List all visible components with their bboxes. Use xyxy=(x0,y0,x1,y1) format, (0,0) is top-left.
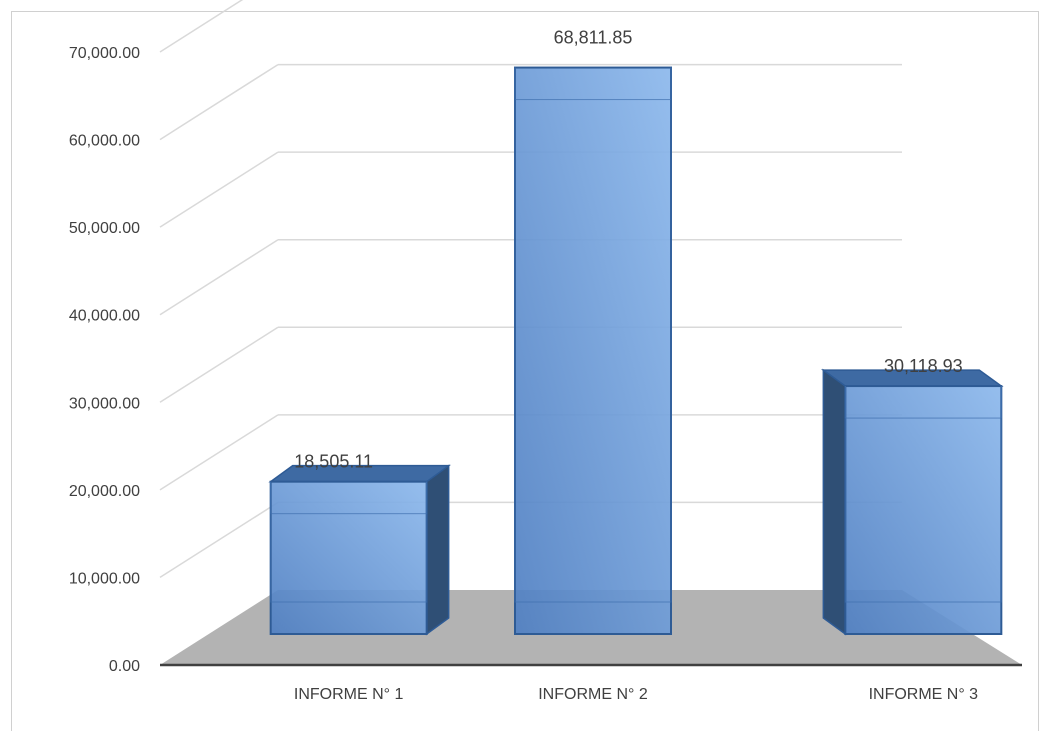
bar-inner-edge xyxy=(844,417,1002,603)
x-tick-label: INFORME N° 2 xyxy=(538,686,648,703)
data-label: 18,505.11 xyxy=(294,452,373,472)
bar-3 xyxy=(821,368,1004,636)
y-tick-label: 0.00 xyxy=(109,658,140,675)
bar-front-face xyxy=(514,66,672,636)
grid-line-side xyxy=(159,326,279,403)
bar-front-face xyxy=(844,385,1003,635)
grid-line-side xyxy=(159,239,279,316)
grid-line-side xyxy=(159,501,279,579)
x-tick-label: INFORME N° 3 xyxy=(869,686,979,703)
y-tick-label: 30,000.00 xyxy=(69,395,140,412)
y-tick-label: 10,000.00 xyxy=(69,570,140,587)
y-tick-label: 50,000.00 xyxy=(69,220,140,237)
y-tick-label: 20,000.00 xyxy=(69,483,140,500)
y-tick-label: 60,000.00 xyxy=(69,133,140,150)
bar-inner-edge xyxy=(514,99,672,603)
y-tick-label: 40,000.00 xyxy=(69,308,140,325)
grid-line-side xyxy=(159,151,279,228)
bar-front-face xyxy=(269,480,428,636)
y-tick-label: 70,000.00 xyxy=(69,45,140,62)
bar-side-face xyxy=(425,464,450,636)
bar-1 xyxy=(268,464,451,636)
bar-inner-edge xyxy=(270,513,428,603)
data-label: 30,118.93 xyxy=(884,356,963,376)
grid-line-side xyxy=(159,414,279,491)
grid-line-side xyxy=(159,63,279,141)
grid-line-side xyxy=(159,0,244,53)
x-tick-label: INFORME N° 1 xyxy=(294,686,404,703)
bar-2 xyxy=(514,66,672,636)
data-label: 68,811.85 xyxy=(554,28,633,48)
chart-frame xyxy=(11,11,1039,731)
bar-side-face xyxy=(822,368,847,636)
